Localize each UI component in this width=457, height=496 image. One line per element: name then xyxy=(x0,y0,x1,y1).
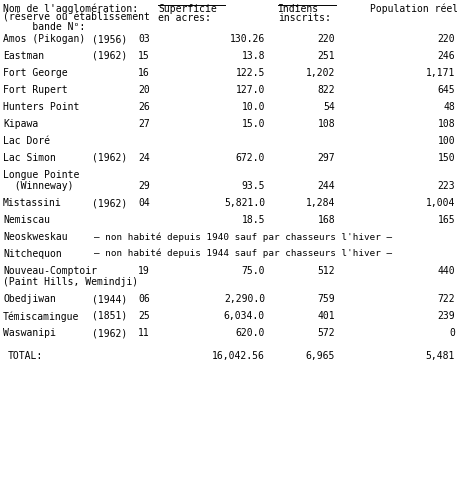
Text: Fort Rupert: Fort Rupert xyxy=(3,85,68,95)
Text: 1,004: 1,004 xyxy=(425,198,455,208)
Text: 165: 165 xyxy=(437,215,455,225)
Text: – non habité depuis 1944 sauf par chasseurs l'hiver –: – non habité depuis 1944 sauf par chasse… xyxy=(94,249,392,258)
Text: 26: 26 xyxy=(138,102,150,112)
Text: 1,171: 1,171 xyxy=(425,68,455,78)
Text: 108: 108 xyxy=(437,119,455,129)
Text: (1962): (1962) xyxy=(92,153,127,163)
Text: 122.5: 122.5 xyxy=(236,68,265,78)
Text: Population réelle: Population réelle xyxy=(370,4,457,14)
Text: 27: 27 xyxy=(138,119,150,129)
Text: Nouveau-Comptoir: Nouveau-Comptoir xyxy=(3,266,97,276)
Text: 822: 822 xyxy=(317,85,335,95)
Text: 246: 246 xyxy=(437,51,455,61)
Text: Kipawa: Kipawa xyxy=(3,119,38,129)
Text: 10.0: 10.0 xyxy=(241,102,265,112)
Text: 06: 06 xyxy=(138,294,150,304)
Text: bande Nᵒ:: bande Nᵒ: xyxy=(3,22,85,32)
Text: Eastman: Eastman xyxy=(3,51,44,61)
Text: Lac Doré: Lac Doré xyxy=(3,136,50,146)
Text: 03: 03 xyxy=(138,34,150,44)
Text: 127.0: 127.0 xyxy=(236,85,265,95)
Text: 100: 100 xyxy=(437,136,455,146)
Text: Lac Simon: Lac Simon xyxy=(3,153,56,163)
Text: 6,034.0: 6,034.0 xyxy=(224,311,265,321)
Text: 19: 19 xyxy=(138,266,150,276)
Text: 572: 572 xyxy=(317,328,335,338)
Text: (Paint Hills, Wemindji): (Paint Hills, Wemindji) xyxy=(3,277,138,287)
Text: 2,290.0: 2,290.0 xyxy=(224,294,265,304)
Text: 5,481: 5,481 xyxy=(425,351,455,361)
Text: 16: 16 xyxy=(138,68,150,78)
Text: 15.0: 15.0 xyxy=(241,119,265,129)
Text: Hunters Point: Hunters Point xyxy=(3,102,80,112)
Text: (1962): (1962) xyxy=(92,198,127,208)
Text: (1851): (1851) xyxy=(92,311,127,321)
Text: 440: 440 xyxy=(437,266,455,276)
Text: 93.5: 93.5 xyxy=(241,181,265,191)
Text: (1962): (1962) xyxy=(92,51,127,61)
Text: 722: 722 xyxy=(437,294,455,304)
Text: 29: 29 xyxy=(138,181,150,191)
Text: 75.0: 75.0 xyxy=(241,266,265,276)
Text: 13.8: 13.8 xyxy=(241,51,265,61)
Text: 512: 512 xyxy=(317,266,335,276)
Text: (Winneway): (Winneway) xyxy=(3,181,74,191)
Text: Longue Pointe: Longue Pointe xyxy=(3,170,80,180)
Text: 16,042.56: 16,042.56 xyxy=(212,351,265,361)
Text: 0: 0 xyxy=(449,328,455,338)
Text: Témiscamingue: Témiscamingue xyxy=(3,311,80,321)
Text: 244: 244 xyxy=(317,181,335,191)
Text: 15: 15 xyxy=(138,51,150,61)
Text: 25: 25 xyxy=(138,311,150,321)
Text: Nemiscau: Nemiscau xyxy=(3,215,50,225)
Text: 11: 11 xyxy=(138,328,150,338)
Text: (1956): (1956) xyxy=(92,34,127,44)
Text: 24: 24 xyxy=(138,153,150,163)
Text: en acres:: en acres: xyxy=(158,13,211,23)
Text: (1962): (1962) xyxy=(92,328,127,338)
Text: (réserve ou établissement: (réserve ou établissement xyxy=(3,13,150,23)
Text: 401: 401 xyxy=(317,311,335,321)
Text: 6,965: 6,965 xyxy=(306,351,335,361)
Text: 645: 645 xyxy=(437,85,455,95)
Text: 5,821.0: 5,821.0 xyxy=(224,198,265,208)
Text: 1,202: 1,202 xyxy=(306,68,335,78)
Text: 48: 48 xyxy=(443,102,455,112)
Text: 251: 251 xyxy=(317,51,335,61)
Text: 297: 297 xyxy=(317,153,335,163)
Text: 759: 759 xyxy=(317,294,335,304)
Text: 223: 223 xyxy=(437,181,455,191)
Text: 20: 20 xyxy=(138,85,150,95)
Text: – non habité depuis 1940 sauf par chasseurs l'hiver –: – non habité depuis 1940 sauf par chasse… xyxy=(94,232,392,242)
Text: Neoskweskau: Neoskweskau xyxy=(3,232,68,242)
Text: 1,284: 1,284 xyxy=(306,198,335,208)
Text: inscrits:: inscrits: xyxy=(278,13,331,23)
Text: 220: 220 xyxy=(317,34,335,44)
Text: TOTAL:: TOTAL: xyxy=(8,351,43,361)
Text: 220: 220 xyxy=(437,34,455,44)
Text: 150: 150 xyxy=(437,153,455,163)
Text: 18.5: 18.5 xyxy=(241,215,265,225)
Text: Nitchequon: Nitchequon xyxy=(3,249,62,259)
Text: Indiens: Indiens xyxy=(278,4,319,14)
Text: Superficie: Superficie xyxy=(158,4,217,14)
Text: 620.0: 620.0 xyxy=(236,328,265,338)
Text: 54: 54 xyxy=(323,102,335,112)
Text: Fort George: Fort George xyxy=(3,68,68,78)
Text: 04: 04 xyxy=(138,198,150,208)
Text: 108: 108 xyxy=(317,119,335,129)
Text: 672.0: 672.0 xyxy=(236,153,265,163)
Text: Mistassini: Mistassini xyxy=(3,198,62,208)
Text: Obedjiwan: Obedjiwan xyxy=(3,294,56,304)
Text: (1944): (1944) xyxy=(92,294,127,304)
Text: Nom de l'agglomération:: Nom de l'agglomération: xyxy=(3,4,138,14)
Text: 130.26: 130.26 xyxy=(230,34,265,44)
Text: Amos (Pikogan): Amos (Pikogan) xyxy=(3,34,85,44)
Text: 168: 168 xyxy=(317,215,335,225)
Text: 239: 239 xyxy=(437,311,455,321)
Text: Waswanipi: Waswanipi xyxy=(3,328,56,338)
